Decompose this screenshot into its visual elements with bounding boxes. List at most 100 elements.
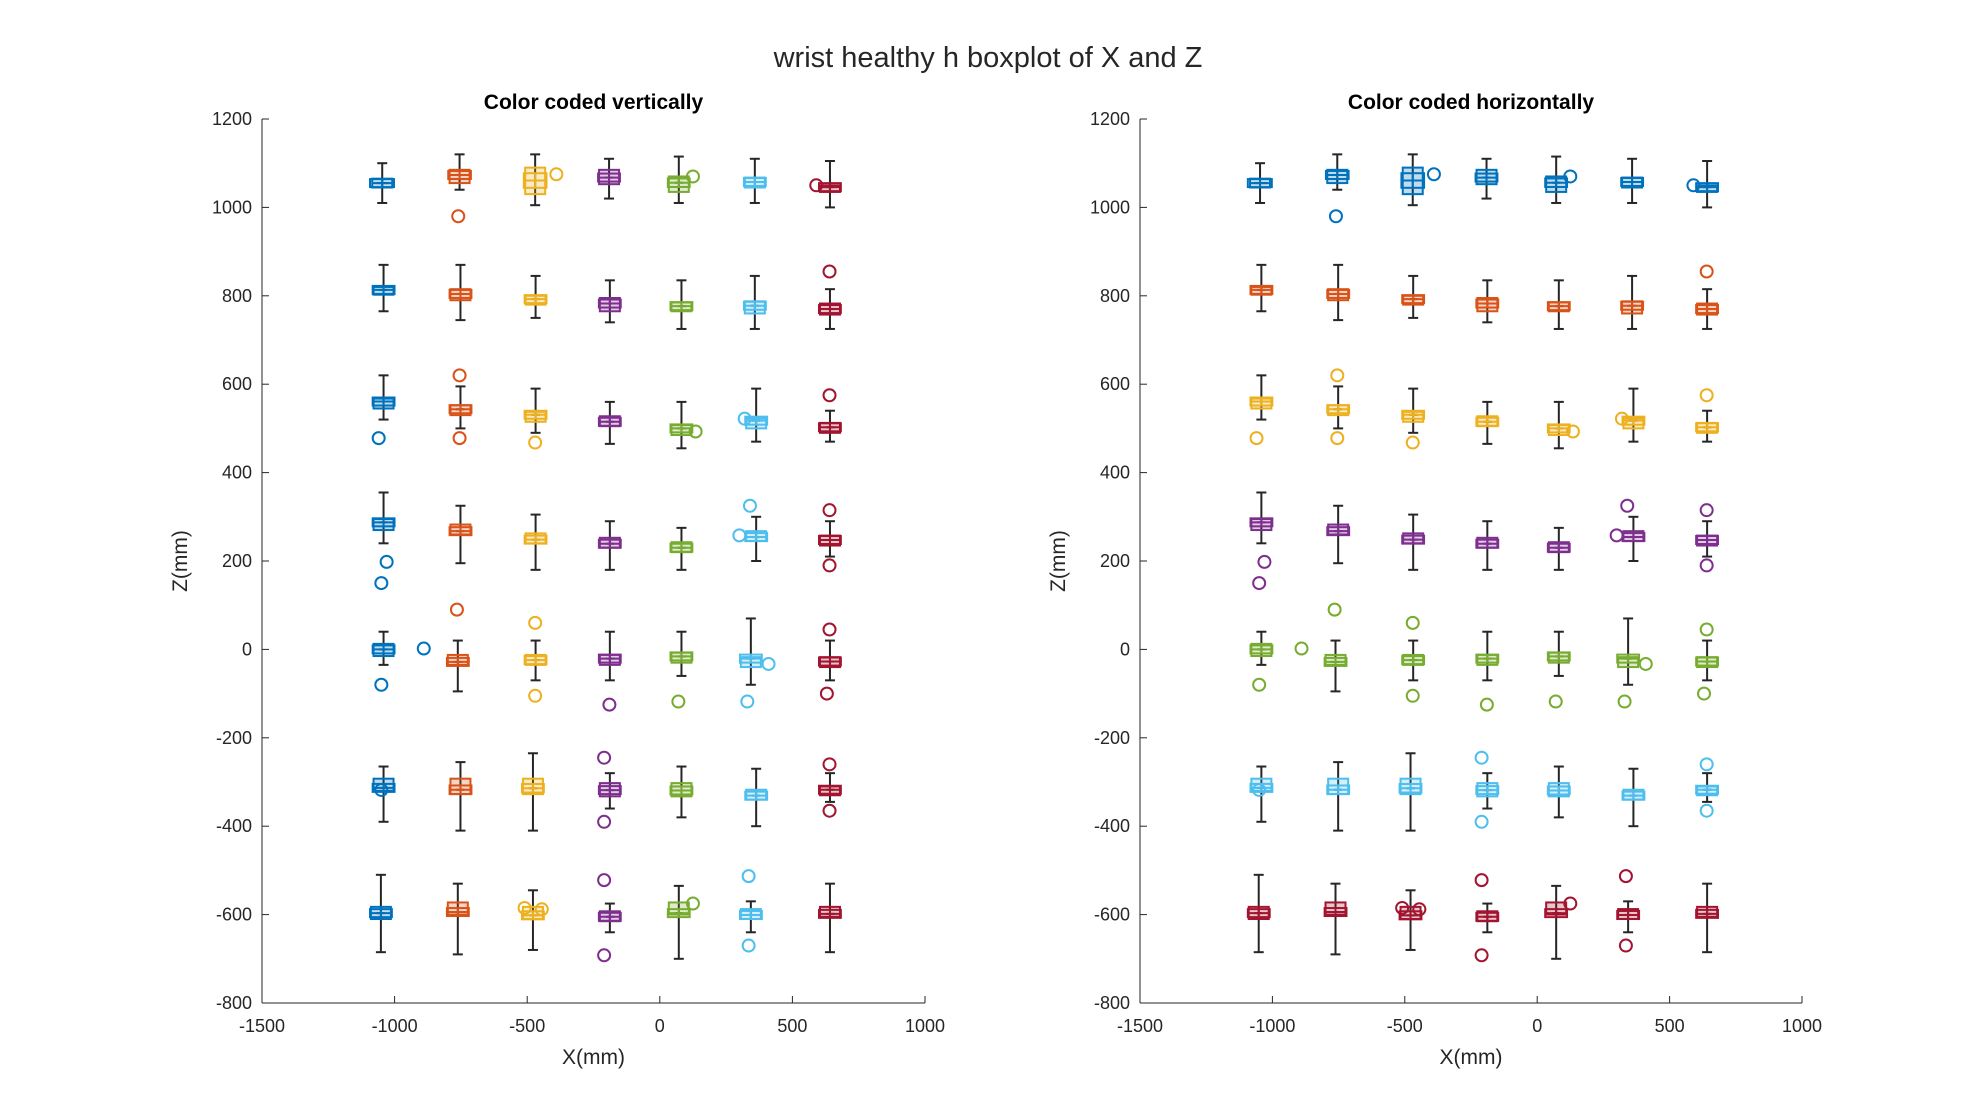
target-box-group [1686, 159, 1719, 209]
outlier-point [1405, 615, 1420, 630]
outlier-point [822, 757, 837, 772]
target-box-group [669, 279, 694, 330]
target-box-group [597, 400, 622, 445]
target-box-group [1398, 752, 1423, 832]
outlier-point [1330, 431, 1345, 446]
outlier-point [822, 558, 837, 573]
y-tick-label: 800 [222, 286, 252, 306]
outlier-point [822, 503, 837, 518]
target-box-group [1474, 873, 1500, 963]
outlier-point [1330, 368, 1345, 383]
target-box-group [1544, 884, 1578, 960]
target-box-group [1695, 388, 1719, 443]
x-tick-label: -500 [1387, 1016, 1423, 1036]
target-box-group [744, 767, 769, 828]
target-box-group [1621, 767, 1646, 828]
x-tick-label: 1000 [905, 1016, 945, 1036]
outlier-point [534, 902, 549, 917]
outlier-point [1638, 656, 1653, 671]
outlier-point [1699, 622, 1714, 637]
outlier-point [822, 388, 837, 403]
outlier-point [1548, 694, 1563, 709]
panel-2: Color coded horizontally -1500 -1000 -500 0 5… [1047, 91, 1822, 1069]
target-box-group [669, 526, 694, 571]
target-box-group [738, 869, 763, 953]
y-tick-label: 1000 [212, 197, 252, 217]
target-box-group [597, 750, 622, 829]
target-box-group [742, 274, 767, 330]
outlier-point [1563, 896, 1578, 911]
target-box-group [1326, 504, 1351, 565]
y-axis-label: Z(mm) [169, 530, 192, 592]
y-tick-label: -200 [216, 728, 252, 748]
target-box-group [1546, 630, 1571, 709]
panel-title: Color coded horizontally [1348, 91, 1594, 114]
outlier-point [374, 576, 389, 591]
target-box-group [1475, 279, 1500, 324]
outlier-point [732, 528, 747, 543]
target-box-group [445, 882, 470, 956]
outlier-point [517, 900, 532, 915]
target-box-group [1249, 491, 1274, 591]
y-axis-label: Z(mm) [1047, 530, 1070, 592]
target-box-group [1249, 630, 1309, 692]
target-box-group [809, 159, 842, 209]
y-tick-label: -200 [1094, 728, 1130, 748]
y-tick-label: 1000 [1090, 197, 1130, 217]
outlier-point [597, 873, 612, 888]
target-box-group [1616, 617, 1653, 709]
target-box-group [1614, 387, 1646, 443]
target-box-group [523, 387, 548, 450]
outlier-point [1249, 431, 1264, 446]
y-tick-label: -600 [216, 905, 252, 925]
outlier-point [1618, 938, 1633, 953]
target-box-group [1695, 622, 1719, 701]
target-box-group [1401, 513, 1426, 571]
x-tick-label: -1500 [239, 1016, 285, 1036]
outlier-point [1294, 641, 1309, 656]
target-box-group [737, 387, 769, 443]
outlier-point [1479, 697, 1494, 712]
outlier-point [1412, 902, 1427, 917]
panel-title: Color coded vertically [484, 91, 704, 114]
outlier-point [1252, 576, 1267, 591]
y-tick-label: 200 [1100, 551, 1130, 571]
target-box-group [523, 513, 548, 571]
target-box-group [1695, 264, 1719, 330]
outlier-point [1617, 694, 1632, 709]
x-tick-label: -1000 [372, 1016, 418, 1036]
outlier-point [451, 209, 466, 224]
target-box-group [817, 388, 842, 443]
outlier-point [1474, 948, 1489, 963]
target-box-group [666, 884, 700, 960]
target-box-group [1326, 263, 1351, 322]
y-tick-label: 600 [1100, 374, 1130, 394]
outlier-point [737, 411, 752, 426]
target-box-group [1401, 615, 1426, 703]
target-box-group [597, 520, 622, 571]
target-box-group [448, 263, 473, 322]
y-tick-label: 400 [1100, 463, 1130, 483]
y-tick-label: 1200 [1090, 109, 1130, 129]
outlier-point [597, 750, 612, 765]
target-box-group [1474, 750, 1500, 829]
target-box-group [817, 882, 842, 954]
target-box-group [1246, 162, 1273, 204]
y-tick-label: 600 [222, 374, 252, 394]
target-box-group [1326, 368, 1351, 446]
y-tick-label: -400 [1094, 816, 1130, 836]
target-box-group [371, 491, 396, 591]
target-box-group [1249, 765, 1274, 823]
target-box-group [445, 602, 470, 693]
outlier-point [819, 686, 834, 701]
target-box-group [1546, 765, 1571, 819]
y-tick-label: 1200 [212, 109, 252, 129]
target-box-group [1323, 882, 1348, 956]
target-box-group [523, 274, 548, 319]
outlier-point [1609, 528, 1624, 543]
outlier-point [597, 948, 612, 963]
target-box-group [1546, 400, 1580, 450]
y-tick-label: -600 [1094, 905, 1130, 925]
outlier-point [416, 641, 431, 656]
